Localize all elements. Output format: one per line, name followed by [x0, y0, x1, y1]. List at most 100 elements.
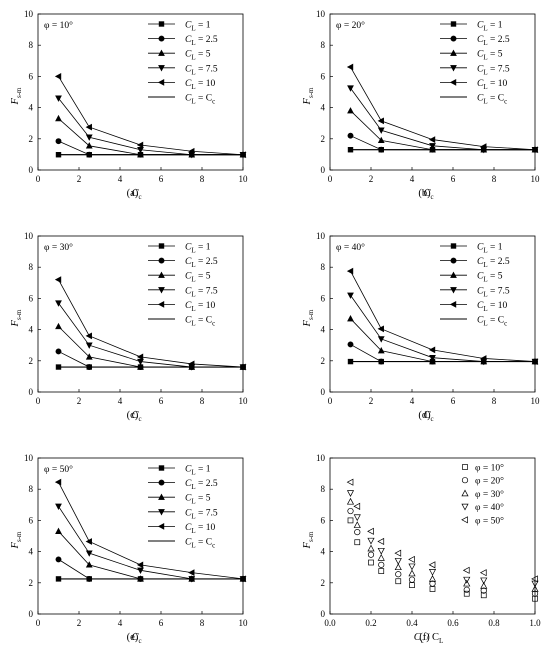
chart-panel-6: 0.0 0.2 0.4 0.6 0.8 1.0 0 2 4 6 8 10 Cc / CL Fs-m (f) φ… — [302, 453, 541, 645]
data-point — [54, 73, 62, 80]
x-tick-label: 4 — [118, 174, 123, 184]
data-point — [367, 551, 375, 558]
data-point — [55, 95, 62, 102]
data-point — [377, 136, 385, 144]
data-point — [428, 575, 437, 582]
legend-marker — [158, 271, 165, 278]
x-tick-label: 0.8 — [488, 618, 500, 628]
data-point — [85, 332, 92, 340]
data-point — [480, 592, 487, 599]
x-axis-label: Cc — [131, 410, 141, 423]
x-tick-label: 4 — [410, 174, 415, 184]
plot-frame — [37, 235, 244, 393]
y-tick-label: 4 — [29, 325, 34, 335]
data-point — [394, 549, 402, 557]
phi-annotation: φ = 50° — [44, 464, 73, 475]
x-tick-label: 6 — [159, 618, 164, 628]
y-tick-label: 0 — [29, 387, 34, 397]
data-point — [531, 590, 539, 597]
data-point — [85, 561, 93, 568]
y-tick-label: 6 — [29, 71, 34, 81]
legend-marker — [157, 523, 165, 530]
panel-caption: (c) — [127, 410, 139, 421]
legend-marker — [158, 49, 165, 56]
x-tick-label: 8 — [200, 174, 205, 184]
legend-marker — [462, 464, 468, 470]
y-tick-label: 6 — [321, 71, 326, 81]
plot-frame — [37, 457, 244, 615]
x-tick-label: 4 — [410, 396, 415, 406]
legend-marker — [449, 79, 457, 86]
x-axis-label: Cc / CL — [414, 632, 444, 645]
legend-marker — [157, 301, 165, 308]
legend-marker — [157, 79, 165, 86]
data-point — [480, 582, 488, 589]
data-point — [479, 569, 487, 577]
data-point — [347, 507, 354, 515]
x-tick-label: 8 — [492, 396, 497, 406]
legend-label: CL = 2.5 — [477, 257, 510, 269]
x-tick-label: 2 — [369, 174, 374, 184]
data-point — [367, 544, 375, 552]
series-φ = 40° — [346, 490, 539, 588]
data-point — [136, 561, 144, 569]
y-tick-label: 8 — [29, 262, 34, 272]
data-point — [462, 566, 470, 574]
series-line — [58, 559, 243, 580]
legend-label: CL = Cc — [477, 316, 507, 328]
y-tick-label: 0 — [321, 165, 326, 175]
series-C_L = 5 — [347, 107, 539, 153]
legend-label: CL = 5 — [185, 50, 211, 62]
legend-marker — [450, 287, 457, 294]
legend-label: CL = 7.5 — [185, 64, 218, 76]
legend-marker — [449, 301, 457, 308]
legend: CL = 1 CL = 2.5 CL = 5 CL = 7.5 CL = 10 CL = … — [148, 465, 218, 550]
legend-label: CL = 1 — [477, 21, 503, 33]
legend-label: CL = 10 — [477, 79, 507, 91]
data-point — [347, 85, 354, 92]
data-point — [85, 538, 92, 545]
x-tick-label: 0.6 — [447, 618, 459, 628]
plot-frame — [329, 235, 536, 393]
data-point — [188, 569, 195, 577]
y-axis-label: Fs-m — [10, 309, 23, 327]
series-C_L = 7.5 — [55, 300, 247, 371]
legend-marker — [450, 257, 457, 264]
data-point — [137, 567, 144, 574]
legend-marker — [158, 257, 165, 264]
x-tick-label: 10 — [531, 396, 541, 406]
data-point — [377, 547, 385, 555]
x-axis-label: Cc — [131, 188, 141, 201]
data-point — [408, 576, 416, 583]
legend-label: CL = 1 — [185, 465, 211, 477]
series-C_L = 5 — [347, 315, 539, 365]
data-point — [408, 555, 415, 563]
legend-label: CL = 5 — [185, 272, 211, 284]
data-point — [55, 503, 62, 510]
x-tick-label: 4 — [118, 396, 123, 406]
data-point — [353, 521, 361, 528]
y-tick-label: 8 — [29, 40, 34, 50]
y-tick-label: 8 — [321, 262, 326, 272]
data-point — [55, 527, 62, 535]
y-tick-label: 10 — [24, 453, 34, 463]
series-φ = 10° — [347, 517, 538, 602]
y-axis-label: Fs-m — [302, 531, 315, 549]
x-tick-label: 2 — [77, 396, 82, 406]
data-point — [409, 582, 415, 588]
data-point — [429, 580, 436, 587]
legend-label: CL = Cc — [185, 94, 215, 106]
y-tick-label: 0 — [29, 165, 34, 175]
data-point — [347, 132, 354, 139]
legend-label: φ = 40° — [475, 502, 504, 513]
legend-marker — [158, 509, 165, 516]
legend-marker — [450, 21, 457, 27]
legend-label: CL = 10 — [185, 523, 215, 535]
series-line — [350, 110, 535, 151]
data-point — [394, 558, 402, 565]
data-point — [480, 577, 488, 585]
y-tick-label: 0 — [321, 609, 326, 619]
legend-marker — [461, 489, 469, 497]
data-point — [347, 517, 354, 524]
data-point — [531, 575, 538, 583]
